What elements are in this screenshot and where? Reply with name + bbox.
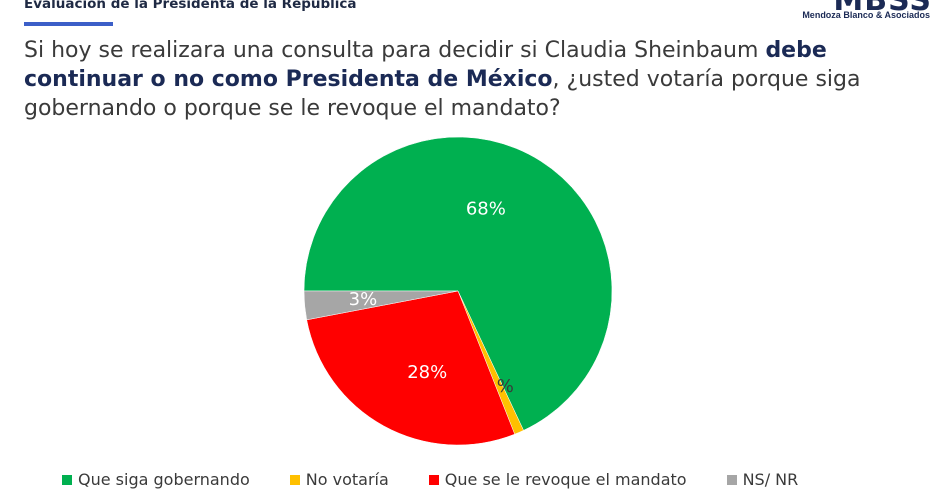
pie-data-label-1: 68% [466,199,506,220]
brand-logo-mark: MBSS [833,0,932,18]
question-text-bold: debe continuar o no como Presidenta de M… [24,38,827,92]
legend-label-3: Que se le revoque el mandato [444,470,687,489]
question-text-start: Si hoy se realizara una consulta para de… [24,38,766,63]
brand-logo-subtitle: Mendoza Blanco & Asociados [802,10,930,20]
pie-data-label-4: 3% [349,289,378,310]
legend-swatch-2 [289,474,300,485]
legend-item-2: No votaría [289,470,389,489]
legend-item-3: Que se le revoque el mandato [428,470,687,489]
section-title-underline [24,22,113,26]
survey-question: Si hoy se realizara una consulta para de… [24,36,934,123]
question-text-end: , ¿usted votaría porque siga gobernando … [24,67,861,121]
pie-slice-4 [303,290,459,321]
section-title: Evaluación de la Presidenta de la Repúbl… [24,0,357,12]
pie-slice-1 [303,136,613,431]
legend-swatch-3 [428,474,439,485]
pie-data-label-3: 28% [407,362,447,383]
legend-label-2: No votaría [305,470,389,489]
legend-label-1: Que siga gobernando [78,470,250,489]
brand-logo: MBSS Mendoza Blanco & Asociados [802,0,932,20]
legend-swatch-1 [62,474,72,485]
pie-slice-3 [306,290,516,446]
legend-item-4: NS/ NR [726,470,799,489]
legend-item-1: Que siga gobernando [62,470,250,489]
legend-swatch-4 [726,474,737,485]
legend-label-4: NS/ NR [742,470,799,489]
chart-legend: Que siga gobernando No votaría Que se le r… [62,470,798,489]
